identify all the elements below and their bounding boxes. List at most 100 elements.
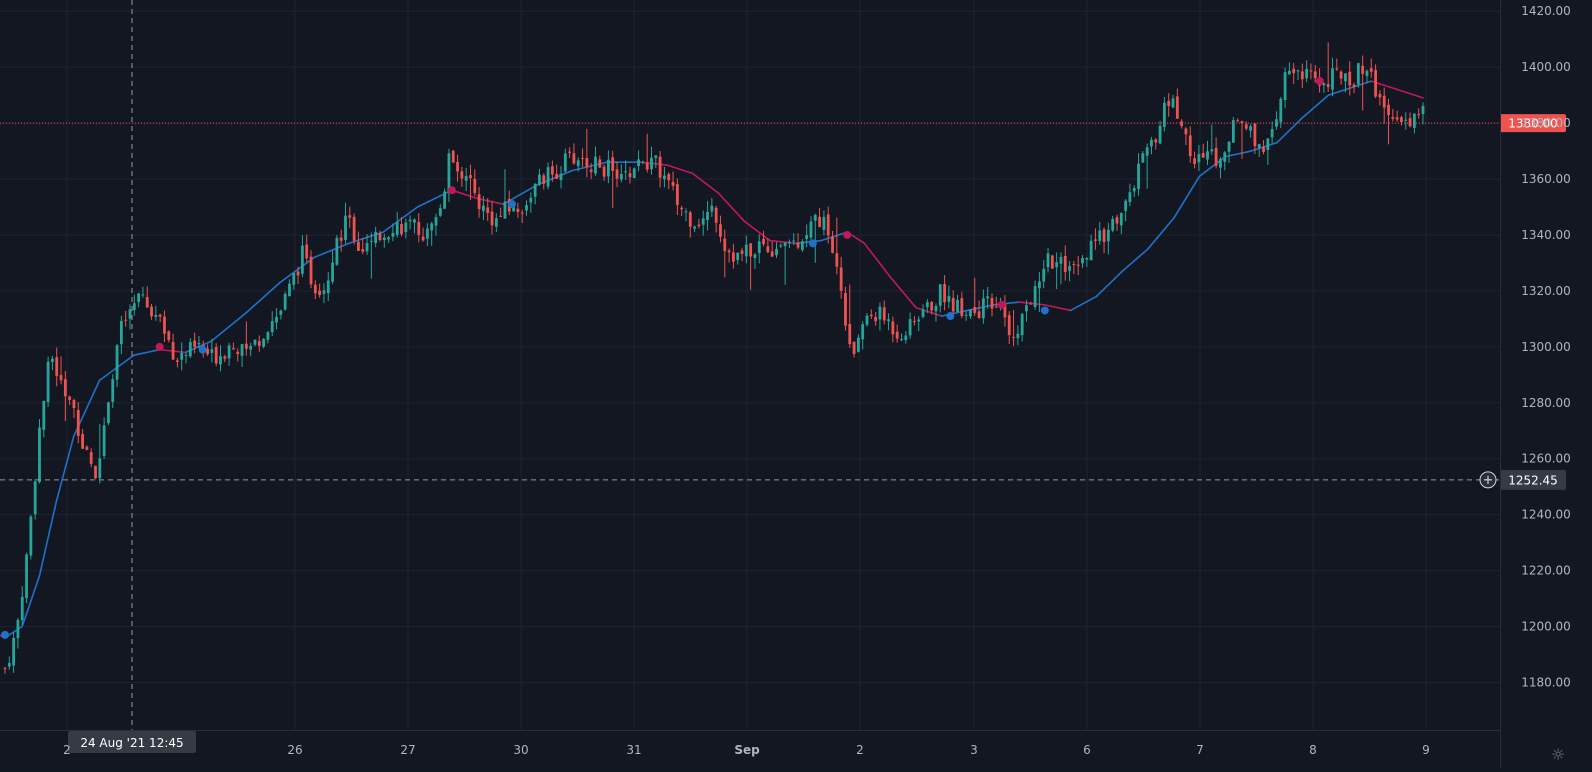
candle-body: [904, 335, 908, 340]
x-tick-label: 30: [513, 743, 528, 757]
candle-body: [809, 221, 813, 238]
x-tick-label: 6: [1083, 743, 1091, 757]
candle-body: [318, 290, 322, 296]
candle-body: [266, 332, 270, 340]
ma-marker: [843, 230, 852, 239]
candle-body: [404, 222, 408, 233]
candle-body: [1038, 281, 1041, 289]
ma-marker: [447, 186, 456, 195]
candle-body: [158, 314, 162, 317]
candle-body: [210, 349, 214, 353]
candle-body: [219, 356, 222, 365]
candle-body: [762, 238, 765, 245]
candle-body: [624, 171, 628, 173]
candle-body: [512, 207, 515, 212]
crosshair-price-label: 1252.45: [1508, 473, 1558, 487]
ma-segment: [1301, 94, 1330, 119]
candle-body: [451, 150, 455, 163]
candle-body: [499, 215, 503, 217]
candle-body: [270, 321, 274, 333]
candle-body: [55, 357, 59, 376]
candle-body: [1339, 71, 1343, 79]
ma-segment: [1147, 217, 1175, 250]
candle-body: [124, 319, 128, 321]
x-tick-label: 27: [400, 743, 415, 757]
ma-segment: [476, 197, 505, 205]
last-price-label-bg: [1500, 114, 1566, 133]
candle-body: [1050, 255, 1054, 269]
ma-segment: [915, 306, 943, 317]
candle-body: [240, 344, 244, 356]
candle-body: [374, 231, 378, 243]
candle-body: [1266, 138, 1270, 151]
candle-body: [856, 337, 860, 352]
y-tick-label: 1380.00: [1521, 116, 1571, 130]
ma-segment: [279, 256, 316, 284]
candle-body: [81, 434, 84, 449]
candle-body: [675, 184, 679, 206]
ma-marker: [198, 345, 207, 354]
y-tick-label: 1200.00: [1521, 620, 1571, 634]
candle-body: [107, 402, 110, 424]
candle-body: [1119, 213, 1123, 226]
candle-body: [594, 156, 597, 174]
candle-body: [1055, 262, 1059, 268]
x-tick-label: 9: [1422, 743, 1430, 757]
candle-body: [572, 153, 576, 164]
candle-body: [111, 379, 115, 402]
candle-body: [283, 293, 287, 310]
candle-body: [68, 396, 72, 400]
candle-body: [1150, 139, 1153, 147]
candle-body: [917, 319, 921, 322]
ma-segment: [717, 192, 745, 222]
ma-marker: [508, 200, 517, 209]
candle-body: [895, 331, 899, 339]
candle-body: [279, 310, 283, 315]
candle-body: [46, 361, 50, 402]
ma-segment: [451, 189, 479, 200]
candle-body: [697, 224, 701, 227]
candle-body: [1206, 151, 1209, 160]
candle-body: [115, 345, 119, 380]
ma-segment: [1172, 175, 1201, 219]
candle-body: [900, 339, 903, 341]
candle-body: [425, 228, 429, 239]
candle-body: [180, 352, 184, 360]
candle-body: [813, 214, 817, 221]
candle-body: [1214, 147, 1218, 166]
candle-body: [7, 663, 11, 667]
candle-body: [417, 221, 421, 235]
candle-body: [361, 249, 365, 252]
candle-body: [1361, 65, 1365, 74]
candle-body: [641, 161, 645, 163]
ma-segment: [55, 435, 75, 502]
candle-body: [1184, 128, 1188, 135]
candle-body: [1257, 144, 1261, 148]
y-tick-label: 1220.00: [1521, 564, 1571, 578]
candle-body: [400, 224, 403, 235]
candle-body: [986, 296, 990, 299]
ma-marker: [808, 239, 817, 248]
crosshair-and-price-lines: 1380.00 1252.45 24 Aug '21 12:45: [0, 0, 1566, 753]
ma-segment: [210, 312, 247, 343]
candle-body: [145, 297, 149, 308]
candle-body: [1003, 303, 1007, 318]
gear-icon[interactable]: ☼: [1550, 745, 1566, 764]
candle-body: [434, 217, 438, 226]
candle-body: [214, 347, 218, 364]
candle-body: [719, 224, 722, 237]
crosshair-time-label-bg: [68, 731, 196, 753]
ma-segment: [1276, 116, 1304, 144]
candle-body: [1171, 98, 1175, 108]
candle-body: [1313, 71, 1317, 79]
candle-body: [542, 175, 546, 184]
candle-body: [1063, 255, 1067, 273]
last-price-label: 1380.00: [1508, 117, 1558, 131]
plus-circle-icon[interactable]: [1479, 471, 1497, 489]
candle-body: [520, 212, 524, 214]
candle-body: [869, 314, 873, 317]
